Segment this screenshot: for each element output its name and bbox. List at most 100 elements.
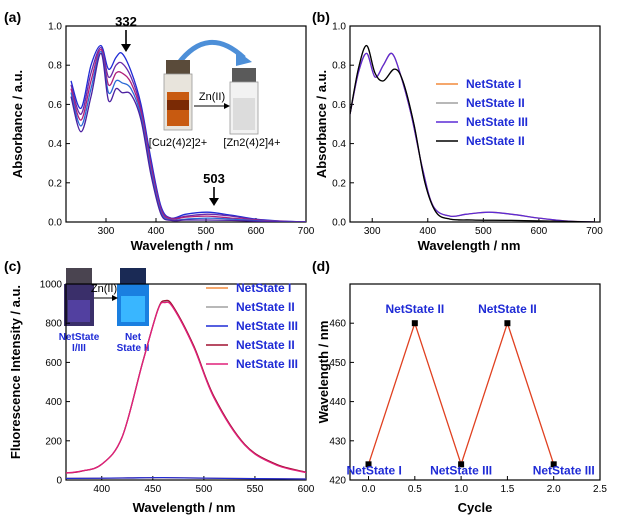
ylabel-c: Fluorescence Intensity / a.u. [8, 285, 23, 459]
cuvette-clear-image [229, 68, 259, 135]
y-tick-label: 430 [329, 436, 346, 447]
series-line [66, 476, 306, 480]
series-line [70, 44, 306, 222]
y-tick-label: 0.0 [48, 218, 62, 229]
y-tick-label: 400 [45, 397, 62, 408]
data-point [458, 461, 465, 468]
panel-label-d: (d) [312, 258, 330, 274]
y-tick-label: 1.0 [48, 22, 62, 33]
series-line [70, 52, 306, 222]
inset-a-reaction-label: Zn(II) [199, 91, 225, 103]
x-tick-label: 1.5 [500, 484, 514, 495]
legend-entry: NetState II [236, 300, 295, 314]
panel-b: 300 400 500 600 700 0.0 0.2 0.4 0.6 0.8 1.0 NetStat… [332, 22, 603, 238]
plots-layer: 300 400 500 600 700 0.0 0.2 0.4 0.6 0.8 1.0 300 400 5… [40, 22, 608, 496]
y-tick-label: 420 [329, 476, 346, 487]
y-tick-label: 0.2 [48, 178, 62, 189]
y-tick-label: 0.8 [332, 61, 346, 72]
y-tick-label: 0.0 [332, 218, 346, 229]
x-tick-label: 500 [198, 226, 215, 237]
y-tick-label: 200 [45, 436, 62, 447]
annotation-arrow-332 [121, 30, 131, 52]
legend-entry: NetState III [236, 357, 298, 371]
y-tick-label: 0.4 [332, 139, 346, 150]
x-tick-label: 600 [248, 226, 265, 237]
legend-entry: NetState II [466, 96, 525, 110]
series-line [66, 301, 306, 474]
y-tick-label: 0 [56, 476, 62, 487]
panel-a: 300 400 500 600 700 0.0 0.2 0.4 0.6 0.8 1.0 [48, 22, 315, 238]
plot-frame [65, 283, 307, 481]
cuvette-dark-image [64, 268, 94, 326]
data-point [365, 461, 372, 468]
y-tick-label: 0.6 [332, 100, 346, 111]
series-line [70, 48, 306, 222]
y-tick-label: 1000 [40, 280, 63, 291]
inset-c-left-vial-label: NetState I/III [59, 332, 100, 354]
inset-a: Zn(II) [Cu2(4)2]2+ [Zn2(4)2]4+ [149, 40, 281, 149]
cuvette-blue-glow-image [117, 268, 149, 326]
data-point [550, 461, 557, 468]
annotation-332: 332 [115, 14, 137, 29]
data-point [504, 320, 511, 327]
annotation-arrow-503 [209, 187, 219, 206]
plot-frame [65, 25, 307, 223]
x-tick-label: 300 [98, 226, 115, 237]
y-tick-label: 440 [329, 397, 346, 408]
y-tick-label: 800 [45, 319, 62, 330]
y-tick-label: 0.8 [48, 61, 62, 72]
inset-c-right-vial-label: Net State II [117, 332, 150, 354]
x-tick-label: 500 [475, 226, 492, 237]
inset-a-reactant: [Cu2(4)2]2+ [149, 137, 207, 149]
inset-c-reaction-label: Zn(II) [91, 283, 117, 295]
ylabel-d: Wavelength / nm [316, 321, 331, 424]
point-label: NetState II [478, 302, 537, 316]
x-tick-label: 1.0 [454, 484, 468, 495]
y-tick-label: 600 [45, 358, 62, 369]
x-tick-label: 400 [93, 484, 110, 495]
x-tick-label: 2.0 [547, 484, 561, 495]
legend-entry: NetState III [236, 319, 298, 333]
y-tick-label: 0.2 [332, 178, 346, 189]
annotation-503: 503 [203, 171, 225, 186]
series-line [350, 44, 595, 222]
legend-entry: NetState I [236, 281, 291, 295]
x-tick-label: 550 [247, 484, 264, 495]
point-label: NetState III [430, 463, 492, 477]
inset-c: Zn(II) NetState I/III Net State II [59, 268, 150, 354]
panel-c: 400 450 500 550 600 0 200 400 600 800 1000 NetState… [40, 280, 315, 496]
series-line [367, 321, 555, 467]
plot-frame [349, 25, 601, 223]
x-tick-label: 0.0 [362, 484, 376, 495]
xlabel-d: Cycle [458, 500, 493, 515]
y-tick-label: 450 [329, 358, 346, 369]
panel-d: 0.0 0.5 1.0 1.5 2.0 2.5 420 430 440 450 460 NetStat… [329, 283, 607, 495]
point-label: NetState I [347, 463, 402, 477]
ylabel-a: Absorbance / a.u. [10, 70, 25, 178]
x-tick-label: 700 [586, 226, 603, 237]
xlabel-a: Wavelength / nm [131, 238, 234, 253]
x-tick-label: 0.5 [408, 484, 422, 495]
plot-frame [349, 283, 601, 481]
y-tick-label: 460 [329, 319, 346, 330]
x-tick-label: 700 [298, 226, 315, 237]
x-tick-label: 400 [419, 226, 436, 237]
panel-label-c: (c) [4, 258, 21, 274]
point-label: NetState III [533, 463, 595, 477]
panel-label-a: (a) [4, 9, 21, 25]
x-tick-label: 400 [148, 226, 165, 237]
x-tick-label: 500 [196, 484, 213, 495]
xlabel-c: Wavelength / nm [133, 500, 236, 515]
panel-label-b: (b) [312, 9, 330, 25]
x-tick-label: 450 [144, 484, 161, 495]
legend-entry: NetState II [466, 134, 525, 148]
legend-entry: NetState I [466, 77, 521, 91]
cuvette-orange-image [163, 60, 193, 131]
legend-entry: NetState III [466, 115, 528, 129]
x-tick-label: 300 [364, 226, 381, 237]
legend-entry: NetState II [236, 338, 295, 352]
inset-a-product: [Zn2(4)2]4+ [223, 137, 280, 149]
y-tick-label: 1.0 [332, 22, 346, 33]
series-line [70, 46, 306, 222]
y-tick-label: 0.6 [48, 100, 62, 111]
